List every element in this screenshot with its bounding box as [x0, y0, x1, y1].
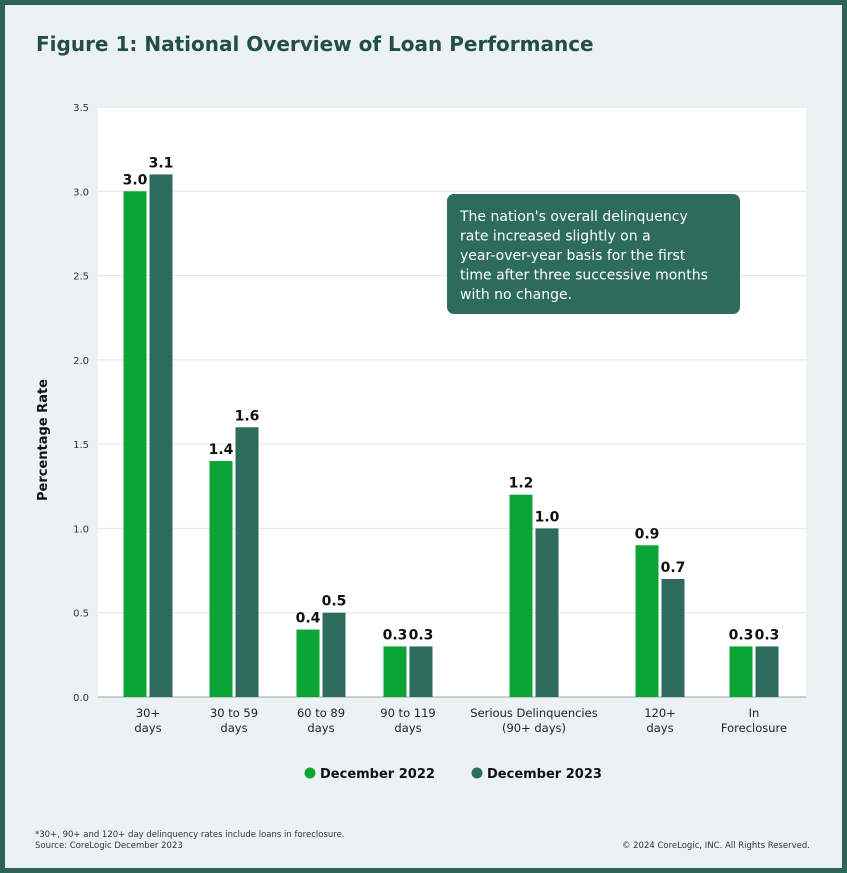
x-tick-label: Serious Delinquencies [470, 706, 597, 720]
legend-marker [471, 767, 483, 779]
bar [149, 174, 173, 697]
x-tick-label: days [134, 721, 161, 735]
y-tick-label: 3.0 [73, 187, 89, 198]
legend-label: December 2022 [320, 767, 435, 782]
y-tick-label: 2.0 [73, 356, 89, 367]
data-label: 0.3 [409, 627, 434, 643]
data-label: 0.9 [635, 526, 660, 542]
data-label: 1.4 [209, 442, 234, 458]
y-tick-label: 2.5 [73, 272, 89, 283]
bar [209, 461, 233, 697]
bar [409, 646, 433, 697]
x-tick-label: days [646, 721, 673, 735]
y-axis-label: Percentage Rate [36, 379, 51, 501]
copyright: © 2024 CoreLogic, INC. All Rights Reserv… [621, 841, 810, 851]
x-tick-label: In [749, 706, 760, 720]
x-tick-label: Foreclosure [721, 721, 787, 735]
y-tick-label: 1.5 [73, 440, 89, 451]
bar [635, 545, 659, 697]
data-label: 0.3 [729, 627, 754, 643]
data-label: 0.4 [296, 611, 321, 627]
bar [661, 579, 685, 697]
y-tick-label: 1.0 [73, 524, 89, 535]
data-label: 1.2 [509, 476, 534, 492]
x-tick-label: (90+ days) [502, 721, 566, 735]
annotation-text: The nation's overall delinquency [459, 209, 688, 225]
x-tick-label: days [307, 721, 334, 735]
data-label: 1.0 [535, 509, 560, 525]
annotation-text: with no change. [460, 287, 572, 303]
x-tick-label: 30+ [136, 706, 160, 720]
footnote: *30+, 90+ and 120+ day delinquency rates… [35, 830, 345, 852]
y-tick-label: 0.5 [73, 609, 89, 620]
data-label: 0.3 [755, 627, 780, 643]
bar [322, 612, 346, 697]
bar [509, 494, 533, 697]
annotation-text: rate increased slightly on a [460, 229, 651, 245]
bar [296, 629, 320, 697]
y-tick-label: 0.0 [73, 693, 89, 704]
data-label: 0.7 [661, 560, 686, 576]
data-label: 0.5 [322, 594, 347, 610]
x-tick-label: days [394, 721, 421, 735]
data-label: 1.6 [235, 408, 260, 424]
data-label: 0.3 [383, 627, 408, 643]
x-tick-label: days [220, 721, 247, 735]
legend-label: December 2023 [487, 767, 602, 782]
bar [123, 191, 147, 698]
chart-title: Figure 1: National Overview of Loan Perf… [36, 32, 594, 56]
annotation-text: time after three successive months [460, 268, 708, 284]
bar [383, 646, 407, 697]
bar [535, 528, 559, 697]
x-tick-label: 90 to 119 [380, 706, 435, 720]
bar [729, 646, 753, 697]
y-tick-label: 3.5 [73, 103, 89, 114]
annotation-box [447, 194, 740, 314]
source-line: Source: CoreLogic December 2023 [35, 841, 183, 851]
x-tick-label: 30 to 59 [210, 706, 258, 720]
data-label: 3.1 [149, 155, 174, 171]
bar [755, 646, 779, 697]
legend-marker [304, 767, 316, 779]
x-tick-label: 60 to 89 [297, 706, 345, 720]
x-tick-label: 120+ [644, 706, 676, 720]
annotation-text: year-over-year basis for the first [460, 248, 686, 264]
footnote-line-1: *30+, 90+ and 120+ day delinquency rates… [35, 830, 345, 840]
bar [235, 427, 259, 697]
data-label: 3.0 [123, 172, 148, 188]
